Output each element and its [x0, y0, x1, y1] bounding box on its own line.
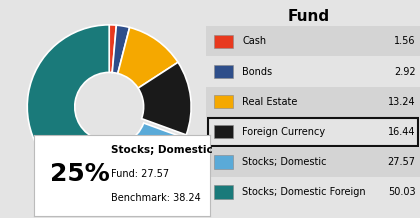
Bar	[214, 125, 233, 138]
Text: 50.03: 50.03	[388, 187, 416, 197]
Text: Cash: Cash	[242, 36, 266, 46]
Text: 2.92: 2.92	[394, 66, 416, 77]
Text: Foreign Currency: Foreign Currency	[242, 127, 326, 137]
Wedge shape	[109, 25, 116, 73]
Text: Benchmark: 38.24: Benchmark: 38.24	[111, 193, 201, 203]
Text: Fund: Fund	[288, 9, 330, 24]
Wedge shape	[27, 25, 109, 184]
Bar	[214, 35, 233, 48]
Text: Stocks; Domestic: Stocks; Domestic	[242, 157, 327, 167]
Bar	[206, 177, 420, 207]
Text: 13.24: 13.24	[388, 97, 416, 107]
Bar	[206, 26, 420, 56]
Text: Fund: 27.57: Fund: 27.57	[111, 169, 169, 179]
Bar	[214, 95, 233, 108]
Wedge shape	[118, 27, 178, 88]
Text: 27.57: 27.57	[388, 157, 416, 167]
Bar	[206, 56, 420, 87]
Bar	[206, 117, 420, 147]
Wedge shape	[138, 62, 191, 135]
Bar	[206, 147, 420, 177]
Wedge shape	[85, 123, 188, 193]
Bar	[214, 155, 233, 169]
Wedge shape	[112, 25, 130, 73]
Text: 25%: 25%	[50, 162, 109, 186]
Bar	[214, 185, 233, 199]
Text: Stocks; Domestic Foreign: Stocks; Domestic Foreign	[242, 187, 366, 197]
Text: Real Estate: Real Estate	[242, 97, 298, 107]
Text: 1.56: 1.56	[394, 36, 416, 46]
Bar	[214, 65, 233, 78]
Text: Bonds: Bonds	[242, 66, 272, 77]
Bar	[206, 87, 420, 117]
Text: 16.44: 16.44	[388, 127, 416, 137]
Bar	[208, 118, 418, 146]
Text: Stocks; Domestic: Stocks; Domestic	[111, 145, 213, 155]
